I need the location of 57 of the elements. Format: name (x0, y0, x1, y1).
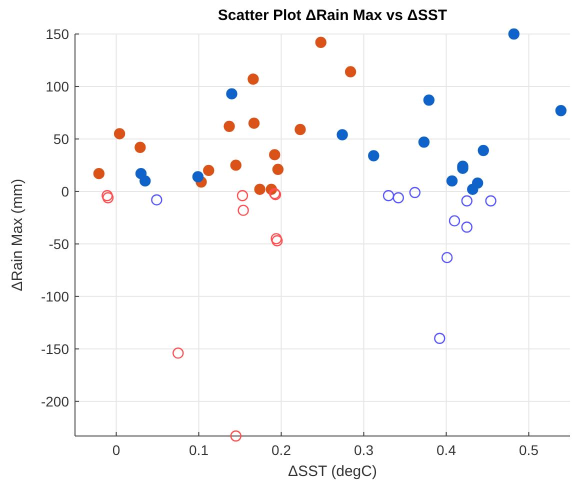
point (140, 175, 151, 187)
point (294, 124, 306, 136)
point (269, 149, 280, 160)
y-tick-label: 100 (46, 78, 70, 94)
point (336, 129, 348, 140)
point (434, 332, 446, 344)
point (448, 215, 460, 226)
point (368, 150, 380, 162)
y-tick-label: -200 (40, 393, 70, 410)
point (485, 195, 496, 206)
point (418, 136, 430, 148)
point (478, 144, 489, 156)
point (423, 94, 435, 106)
x-tick-label: 0.4 (436, 442, 456, 458)
point (467, 184, 478, 195)
y-axis-title: ΔRain Max (mm) (9, 178, 26, 292)
point (461, 222, 472, 233)
chart-title: Scatter Plot ΔRain Max vs ΔSST (218, 7, 448, 24)
y-tick-label: 0 (61, 183, 70, 200)
point (230, 160, 242, 171)
point (344, 66, 356, 78)
x-axis-title: ΔSST (degC) (288, 463, 377, 480)
point (172, 347, 184, 359)
point (254, 184, 266, 195)
point (248, 118, 260, 129)
point (409, 186, 420, 198)
point (461, 195, 472, 206)
point (134, 142, 146, 153)
point (93, 168, 105, 180)
point (392, 192, 404, 204)
point (114, 128, 126, 140)
y-tick-label: -50 (48, 236, 70, 252)
point (508, 28, 520, 40)
x-tick-label: 0.1 (189, 442, 209, 458)
x-tick-label: 0 (112, 442, 120, 458)
point (272, 164, 284, 175)
point (446, 175, 458, 187)
y-tick-label: -150 (40, 340, 70, 357)
x-tick-label: 0.3 (354, 442, 374, 458)
point (315, 36, 326, 48)
point (203, 164, 214, 176)
y-tick-label: -100 (40, 288, 70, 304)
point (192, 171, 204, 182)
point (224, 120, 235, 132)
y-tick-label: 150 (46, 26, 70, 42)
point (555, 105, 567, 116)
x-tick-label: 0.2 (272, 442, 292, 458)
point (238, 204, 249, 216)
point (248, 74, 259, 85)
y-tick-label: 50 (53, 130, 70, 147)
point (441, 252, 453, 264)
point (226, 88, 238, 100)
point (382, 190, 394, 202)
x-tick-label: 0.5 (519, 442, 539, 458)
point (230, 430, 242, 442)
point (236, 190, 248, 202)
point (151, 194, 162, 206)
